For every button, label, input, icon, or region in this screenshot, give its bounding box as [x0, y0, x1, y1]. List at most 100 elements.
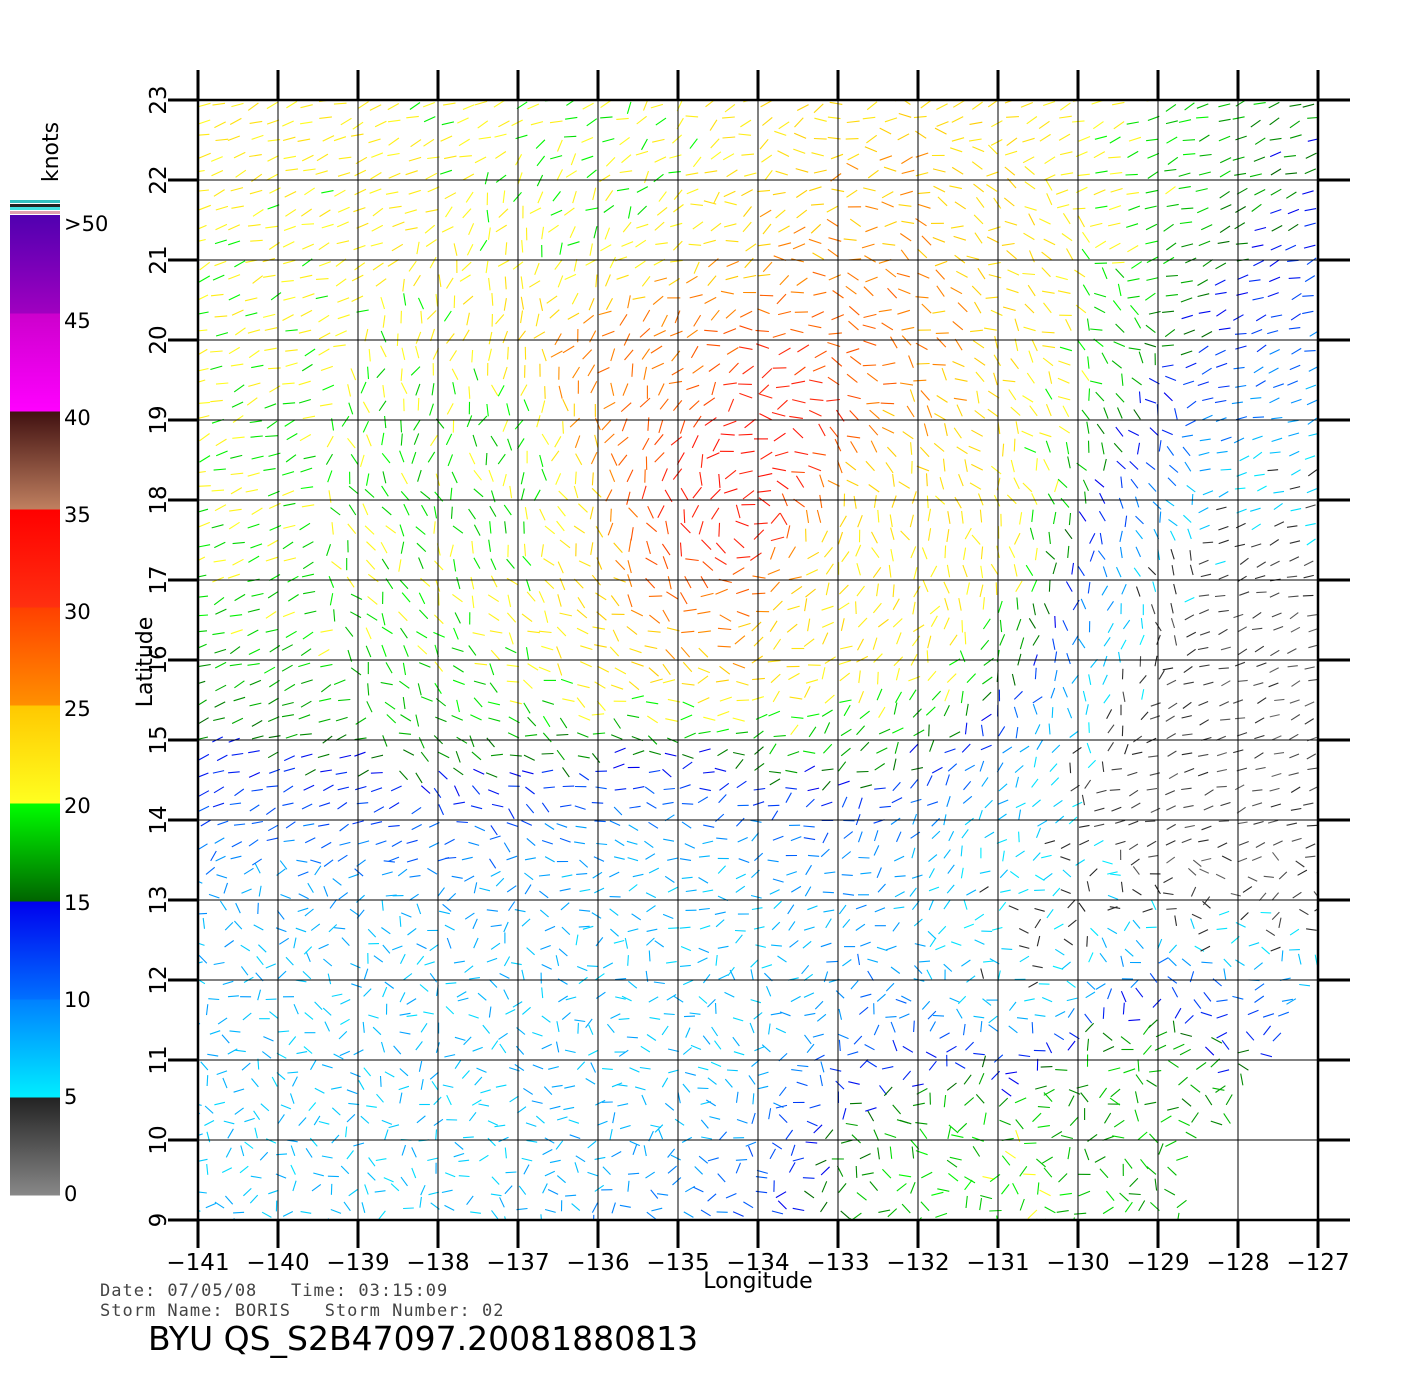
wind-vector	[1134, 1109, 1140, 1122]
wind-vector	[838, 1183, 847, 1193]
wind-vector	[331, 1134, 340, 1144]
wind-vector	[1289, 364, 1301, 371]
wind-vector	[376, 368, 386, 379]
wind-vector	[465, 191, 474, 203]
wind-vector	[180, 596, 192, 597]
wind-vector	[1089, 380, 1103, 385]
wind-vector	[1146, 277, 1159, 281]
wind-vector	[673, 995, 684, 1003]
wind-vector	[755, 1190, 768, 1194]
wind-vector	[779, 1011, 791, 1017]
wind-vector	[300, 104, 313, 109]
wind-vector	[825, 563, 834, 575]
wind-vector	[212, 736, 224, 743]
wind-vector	[926, 969, 933, 980]
wind-vector	[373, 955, 384, 963]
wind-vector	[249, 804, 260, 812]
wind-vector	[917, 203, 931, 209]
wind-vector	[453, 801, 465, 805]
wind-vector	[982, 1176, 995, 1180]
wind-vector	[1054, 669, 1058, 682]
wind-vector	[1018, 928, 1029, 934]
wind-vector	[452, 665, 464, 673]
wind-vector	[679, 784, 691, 789]
wind-vector	[662, 556, 669, 570]
wind-vector	[473, 937, 479, 949]
wind-vector	[1096, 423, 1105, 435]
wind-vector	[1252, 416, 1265, 419]
wind-vector	[1220, 646, 1231, 651]
wind-vector	[740, 450, 755, 454]
wind-vector	[1050, 687, 1056, 699]
wind-vector	[845, 285, 857, 295]
wind-vector	[393, 1045, 402, 1055]
wind-vector	[1289, 450, 1300, 457]
wind-vector	[1250, 507, 1261, 512]
wind-vector	[506, 855, 518, 861]
wind-vector	[308, 1102, 317, 1112]
wind-vector	[214, 648, 227, 654]
wind-vector	[632, 873, 644, 878]
wind-vector	[1188, 867, 1197, 876]
wind-vector	[179, 504, 191, 509]
wind-vector	[641, 1094, 647, 1106]
wind-vector	[314, 1001, 323, 1010]
wind-vector	[558, 948, 568, 957]
wind-vector	[298, 1117, 307, 1126]
wind-vector	[556, 139, 563, 152]
wind-vector	[1113, 121, 1125, 130]
wind-vector	[789, 415, 803, 419]
wind-vector	[1059, 115, 1072, 119]
wind-vector	[745, 243, 757, 252]
wind-vector	[703, 239, 716, 245]
wind-vector	[1043, 238, 1056, 246]
wind-vector	[980, 565, 984, 579]
wind-vector	[1168, 518, 1178, 527]
colorbar-band	[10, 509, 60, 608]
wind-vector	[1149, 1070, 1162, 1073]
wind-vector	[527, 630, 540, 634]
wind-vector	[279, 860, 288, 870]
wind-vector	[667, 1165, 677, 1174]
wind-vector	[219, 900, 227, 911]
wind-vector	[383, 1177, 394, 1183]
wind-vector	[1082, 231, 1090, 243]
wind-vector	[1002, 379, 1016, 383]
wind-vector	[646, 715, 659, 724]
wind-vector	[180, 614, 191, 620]
wind-vector	[877, 883, 886, 893]
wind-vector	[509, 1095, 519, 1103]
wind-vector	[1050, 777, 1060, 786]
wind-vector	[821, 709, 833, 717]
wind-vector	[600, 244, 612, 252]
wind-vector	[644, 645, 658, 650]
wind-vector	[1253, 820, 1264, 825]
wind-vector	[858, 797, 863, 809]
wind-vector	[350, 1072, 361, 1078]
wind-vector	[715, 542, 726, 554]
wind-vector	[215, 684, 227, 692]
wind-vector	[592, 732, 606, 735]
wind-vector	[1287, 208, 1300, 215]
wind-vector	[894, 875, 906, 878]
wind-vector	[1201, 825, 1212, 831]
wind-vector	[657, 1193, 669, 1196]
wind-vector	[803, 825, 815, 828]
wind-vector	[863, 313, 877, 319]
wind-vector	[561, 1012, 571, 1021]
wind-vector	[670, 222, 683, 228]
wind-vector	[1307, 469, 1318, 477]
wind-vector	[1164, 1188, 1176, 1196]
wind-vector	[302, 631, 314, 640]
wind-vector	[266, 119, 280, 125]
wind-vector	[682, 701, 695, 708]
wind-vector	[1304, 666, 1315, 670]
wind-vector	[1236, 806, 1246, 814]
wind-vector	[881, 191, 894, 199]
wind-vector	[361, 1202, 366, 1213]
wind-vector	[471, 785, 481, 795]
wind-vector	[264, 347, 277, 351]
wind-vector	[953, 397, 967, 401]
wind-vector	[1163, 223, 1174, 232]
wind-vector	[1145, 324, 1156, 334]
